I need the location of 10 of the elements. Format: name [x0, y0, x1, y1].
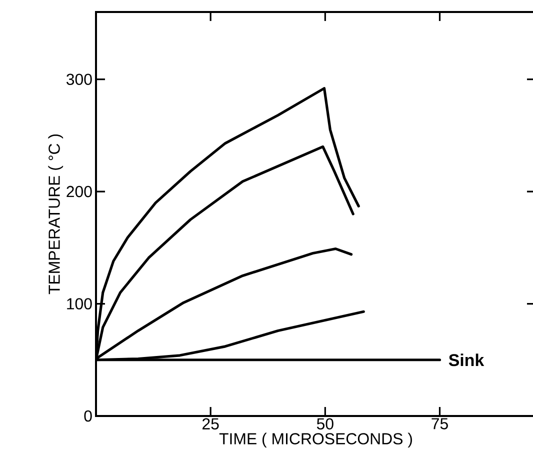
y-tick-label: 300 [66, 74, 92, 85]
x-axis-title: TIME ( MICROSECONDS ) [219, 432, 412, 448]
y-axis-title: TEMPERATURE ( °C ) [48, 134, 64, 294]
series-label: Sink [448, 354, 484, 366]
x-tick-label: 25 [202, 418, 219, 430]
y-tick-label: 200 [66, 186, 92, 198]
x-tick-label: 50 [316, 418, 334, 430]
x-tick-label: 75 [432, 418, 448, 430]
y-tick-label: 0 [84, 410, 92, 422]
y-tick-label: 100 [67, 298, 92, 310]
